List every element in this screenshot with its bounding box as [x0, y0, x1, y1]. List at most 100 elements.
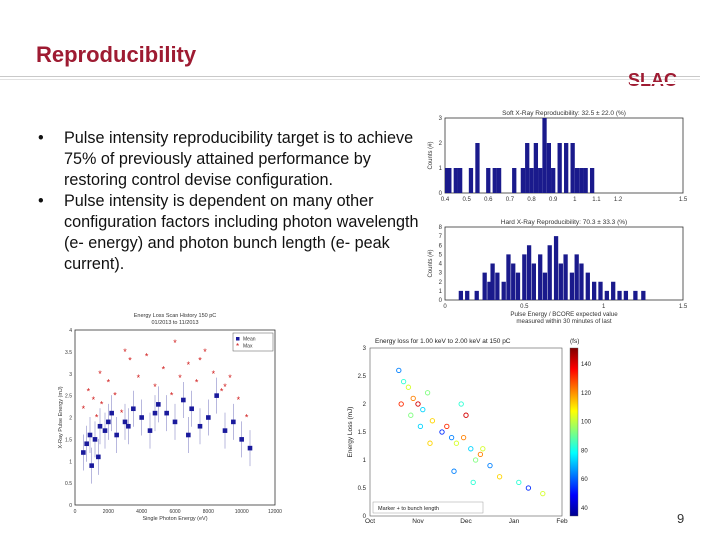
max-point: * [198, 356, 202, 366]
data-point [480, 446, 486, 452]
histogram-bar [579, 168, 584, 193]
y-tick-label: 2 [439, 141, 443, 147]
legend-label: Marker + to bunch length [378, 506, 439, 512]
x-tick-label: 0.8 [527, 197, 536, 203]
mean-point [139, 415, 144, 420]
histogram-bar [633, 290, 638, 300]
x-tick-label: 0.5 [462, 197, 471, 203]
mean-point [87, 432, 93, 438]
mean-point [181, 397, 186, 403]
bullet-marker: • [38, 129, 44, 147]
histogram-bar [557, 143, 562, 193]
mean-point [197, 423, 203, 429]
mean-point [231, 419, 236, 425]
data-point [400, 378, 407, 385]
histogram-bar [611, 281, 616, 300]
mean-point [92, 437, 98, 442]
x-tick-label: 12000 [268, 509, 282, 515]
max-point: * [203, 347, 207, 357]
data-point [405, 384, 412, 390]
histogram-bar [538, 168, 543, 193]
histogram-bar [542, 118, 547, 193]
histogram-bar [563, 254, 568, 300]
y-tick-label: 5 [439, 252, 443, 258]
x-tick-label: Oct [365, 518, 375, 525]
y-tick-label: 7 [439, 234, 443, 240]
bullet-marker: • [38, 192, 44, 210]
histogram-bar [490, 263, 495, 300]
max-point: * [82, 404, 86, 414]
legend-max-label: Max [243, 344, 253, 350]
histogram-bar [542, 272, 548, 300]
histogram-bar [458, 290, 464, 300]
mean-point [96, 454, 101, 460]
data-point [540, 490, 546, 497]
histogram-bar [515, 272, 521, 300]
chart-subtitle: 01/2013 to 11/2013 [152, 320, 199, 326]
y-tick-label: 0.5 [65, 481, 72, 487]
x-axis-label-cont: measured within 30 minutes of last [516, 318, 612, 325]
x-tick-label: 0 [74, 509, 77, 515]
x-tick-label: 1.5 [679, 197, 688, 203]
y-tick-label: 0 [69, 503, 72, 509]
colorbar-label: (fs) [570, 338, 579, 345]
data-point [408, 412, 414, 418]
x-tick-label: 2000 [103, 509, 114, 515]
max-point: * [228, 373, 232, 383]
chart-title: Energy loss for 1.00 keV to 2.00 keV at … [375, 338, 511, 345]
x-tick-label: Dec [460, 518, 472, 525]
slide-title: Reproducibility [36, 42, 197, 67]
y-tick-label: 1 [439, 289, 443, 295]
histogram-bar [453, 168, 458, 193]
data-point [496, 474, 503, 480]
histogram-bar [529, 168, 534, 193]
data-point [472, 457, 479, 463]
mean-point [152, 410, 158, 416]
histogram-bar [526, 245, 532, 300]
histogram-bar [604, 290, 609, 300]
max-point: * [98, 369, 102, 379]
colorbar-tick-label: 140 [581, 362, 592, 368]
mean-point [247, 445, 253, 451]
histogram-bar [511, 263, 516, 300]
histogram-bar [592, 281, 597, 300]
colorbar-tick-label: 80 [581, 448, 588, 454]
x-tick-label: 1 [602, 304, 606, 310]
histogram-bar [447, 168, 452, 193]
y-tick-label: 3.5 [65, 350, 72, 356]
y-tick-label: 0.5 [358, 486, 367, 492]
histogram-bar [574, 168, 580, 193]
energy-loss-date-chart: Energy loss for 1.00 keV to 2.00 keV at … [347, 338, 592, 525]
y-tick-label: 3 [363, 346, 367, 352]
histogram-bar [496, 168, 502, 193]
colorbar-tick-label: 60 [581, 477, 588, 483]
histogram-bar [546, 143, 551, 193]
data-point [525, 485, 532, 491]
x-tick-label: 1.2 [614, 197, 623, 203]
legend-max-marker: * [236, 342, 239, 351]
data-point [516, 479, 522, 486]
y-axis-label: Energy Loss (mJ) [347, 407, 354, 458]
mean-point [131, 406, 136, 412]
y-tick-label: 0 [439, 191, 443, 197]
mean-point [89, 463, 94, 468]
title-divider-shadow [0, 79, 700, 80]
histogram-bar [487, 281, 492, 300]
mean-point [222, 428, 228, 433]
mean-point [81, 450, 86, 455]
x-tick-label: 1 [573, 197, 577, 203]
y-tick-label: 1 [363, 458, 367, 464]
max-point: * [123, 347, 127, 357]
data-point [477, 451, 484, 458]
mean-point [122, 419, 128, 425]
max-point: * [178, 373, 182, 383]
mean-point [164, 410, 169, 416]
data-point [420, 406, 426, 413]
max-point: * [223, 382, 227, 392]
bullet-item: • Pulse intensity reproducibility target … [36, 128, 426, 191]
y-tick-label: 1.5 [65, 437, 72, 443]
histogram-bar [501, 281, 506, 300]
histogram-bar [589, 168, 595, 193]
y-tick-label: 0 [439, 298, 443, 304]
